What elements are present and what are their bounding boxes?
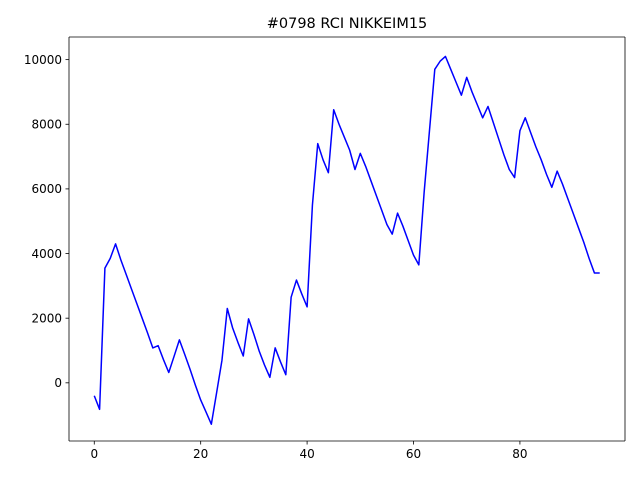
x-tick-label: 40 <box>299 447 314 461</box>
plot-area: 0 20 40 60 80 0 2000 4000 6000 8000 10000 <box>24 36 626 461</box>
y-tick-label: 4000 <box>31 247 62 261</box>
x-tick-label: 80 <box>512 447 527 461</box>
y-tick-label: 6000 <box>31 182 62 196</box>
x-tick-label: 60 <box>406 447 421 461</box>
chart-title: #0798 RCI NIKKEIM15 <box>267 16 428 32</box>
series-line <box>93 55 600 425</box>
x-tick-label: 20 <box>193 447 208 461</box>
y-tick-label: 8000 <box>31 118 62 132</box>
y-tick-label: 10000 <box>24 53 62 67</box>
x-tick-label: 0 <box>90 447 98 461</box>
y-tick-label: 0 <box>54 376 62 390</box>
y-tick-label: 2000 <box>31 311 62 325</box>
